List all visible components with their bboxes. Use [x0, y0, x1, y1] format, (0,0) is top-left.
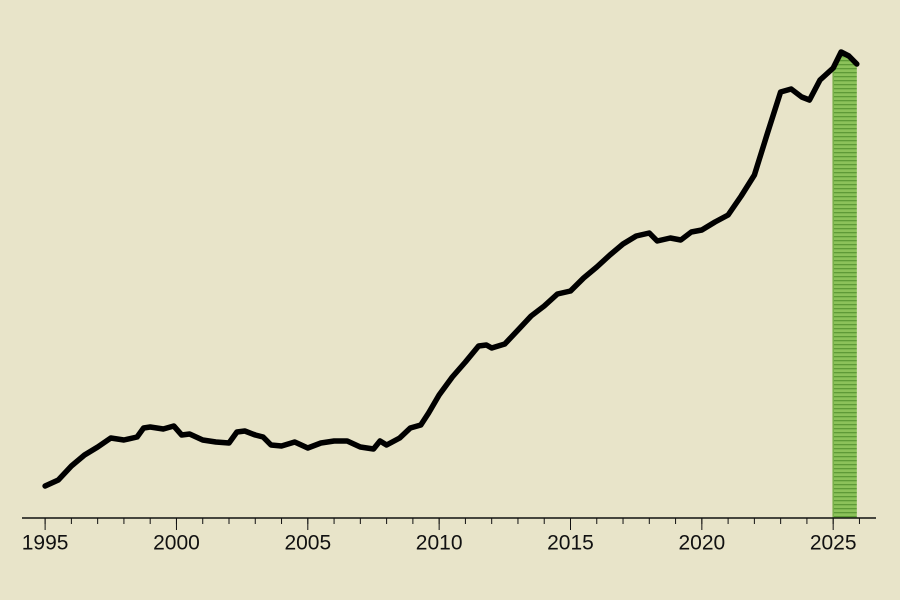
line	[42, 49, 860, 489]
x-tick-label: 2000	[153, 532, 200, 555]
x-tick-label: 2015	[547, 532, 594, 555]
highlight-edge	[832, 52, 857, 518]
x-tick-label: 1995	[22, 532, 69, 555]
highlight-band	[833, 52, 857, 518]
x-tick-label: 2025	[810, 532, 857, 555]
x-tick-label: 2005	[284, 532, 331, 555]
x-tick-label: 2020	[678, 532, 725, 555]
x-tick-label: 2010	[416, 532, 463, 555]
